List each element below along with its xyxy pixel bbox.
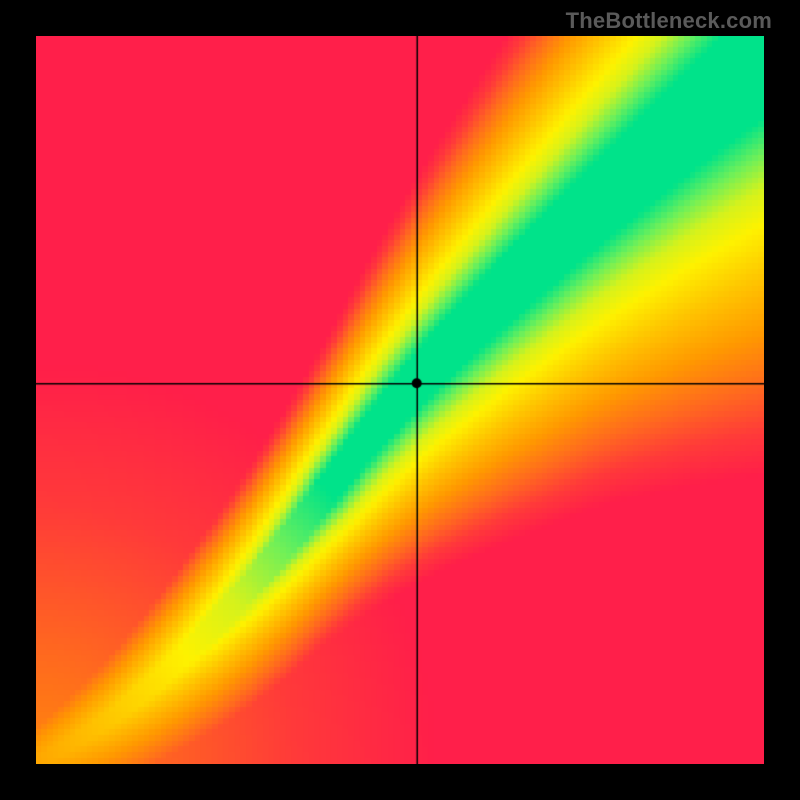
chart-container: TheBottleneck.com (0, 0, 800, 800)
bottleneck-heatmap (36, 36, 764, 764)
watermark-text: TheBottleneck.com (566, 8, 772, 34)
